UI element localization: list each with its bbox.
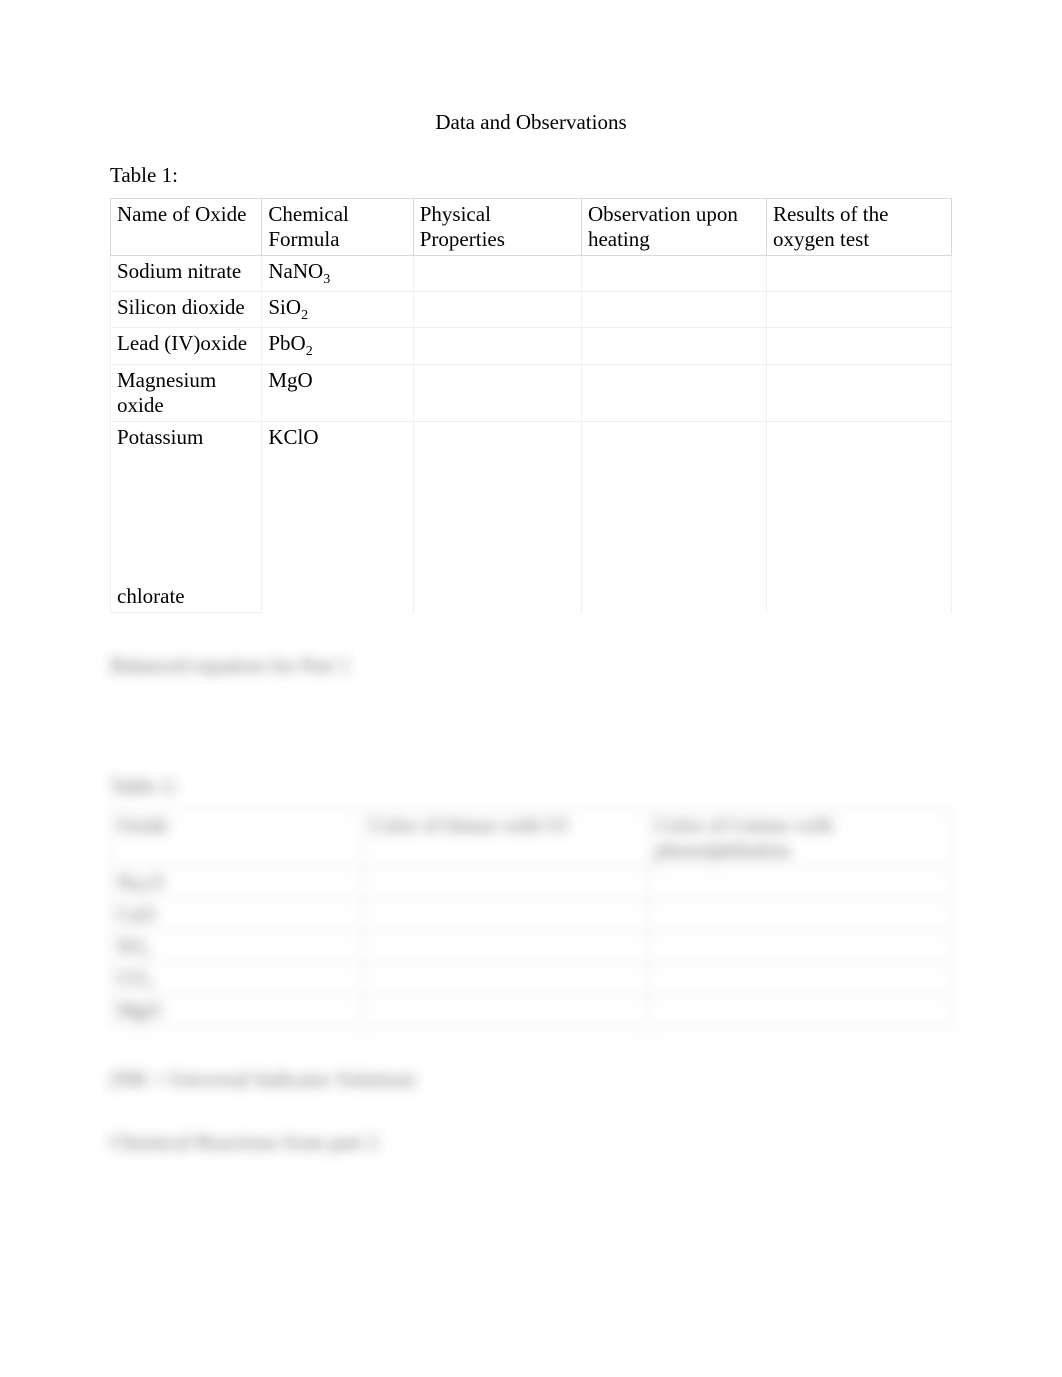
cell-res	[766, 256, 951, 292]
table2: Oxide Color of litmus with UI Color of L…	[110, 809, 952, 1027]
cell-formula: KClO	[262, 421, 413, 613]
cell-oxide: SO₂	[111, 931, 363, 963]
table-row: SO₂	[111, 931, 952, 963]
cell-oxide: Na₂O	[111, 867, 363, 899]
cell-formula: MgO	[262, 364, 413, 421]
table-row: MgO	[111, 995, 952, 1027]
table-row: CO₂	[111, 963, 952, 995]
cell-name: Sodium nitrate	[111, 256, 262, 292]
page-title: Data and Observations	[110, 110, 952, 135]
cell-ui	[363, 867, 649, 899]
cell-props	[413, 328, 581, 364]
cell-props	[413, 421, 581, 613]
cell-res	[766, 328, 951, 364]
cell-name: Silicon dioxide	[111, 292, 262, 328]
table2-header-ui: Color of litmus with UI	[363, 810, 649, 867]
table-row: Sodium nitrate NaNO3	[111, 256, 952, 292]
cell-phen	[649, 995, 952, 1027]
table-row: Potassium KClO	[111, 421, 952, 453]
table1: Name of Oxide Chemical Formula Physical …	[110, 198, 952, 613]
table2-header-oxide: Oxide	[111, 810, 363, 867]
cell-formula: NaNO3	[262, 256, 413, 292]
cell-name: Potassium	[111, 421, 262, 453]
formula-base: KClO	[268, 425, 318, 449]
chem-reactions-part2-label: Chemical Reactions from part 2	[110, 1130, 952, 1155]
table-row: CaO	[111, 899, 952, 931]
cell-name: Lead (IV)oxide	[111, 328, 262, 364]
table1-header-res: Results of the oxygen test	[766, 199, 951, 256]
table2-header-row: Oxide Color of litmus with UI Color of L…	[111, 810, 952, 867]
formula-sub: 2	[301, 308, 308, 323]
cell-formula: PbO2	[262, 328, 413, 364]
cell-oxide: CaO	[111, 899, 363, 931]
cell-ui	[363, 931, 649, 963]
formula-base: SiO	[268, 295, 301, 319]
table1-header-formula: Chemical Formula	[262, 199, 413, 256]
cell-formula: SiO2	[262, 292, 413, 328]
cell-res	[766, 292, 951, 328]
table1-header-props: Physical Properties	[413, 199, 581, 256]
table-row: Silicon dioxide SiO2	[111, 292, 952, 328]
cell-phen	[649, 931, 952, 963]
cell-props	[413, 256, 581, 292]
cell-props	[413, 292, 581, 328]
table-row: Lead (IV)oxide PbO2	[111, 328, 952, 364]
cell-obs	[581, 328, 766, 364]
formula-base: MgO	[268, 368, 312, 392]
cell-name: Magnesium oxide	[111, 364, 262, 421]
cell-oxide: MgO	[111, 995, 363, 1027]
table2-caption: Table 2:	[110, 774, 952, 799]
cell-phen	[649, 867, 952, 899]
cell-oxide: CO₂	[111, 963, 363, 995]
formula-base: NaNO	[268, 259, 323, 283]
table-row: Na₂O	[111, 867, 952, 899]
table1-caption: Table 1:	[110, 163, 952, 188]
cell-obs	[581, 292, 766, 328]
document-page: Data and Observations Table 1: Name of O…	[0, 0, 1062, 1377]
cell-obs	[581, 421, 766, 613]
cell-phen	[649, 899, 952, 931]
formula-sub: 2	[306, 345, 313, 360]
table1-header-obs: Observation upon heating	[581, 199, 766, 256]
cell-res	[766, 364, 951, 421]
cell-name-continuation: chlorate	[111, 453, 262, 613]
cell-obs	[581, 256, 766, 292]
blurred-region: Balanced equation for Part 1 Table 2: Ox…	[110, 653, 952, 1361]
table1-header-row: Name of Oxide Chemical Formula Physical …	[111, 199, 952, 256]
cell-ui	[363, 899, 649, 931]
cell-ui	[363, 963, 649, 995]
table-row: Magnesium oxide MgO	[111, 364, 952, 421]
nb-note: (NB = Universal Indicator Solution)	[110, 1067, 952, 1092]
table2-header-phen: Color of Litmus with phenolphthalein	[649, 810, 952, 867]
cell-ui	[363, 995, 649, 1027]
balanced-eq-part1-label: Balanced equation for Part 1	[110, 653, 952, 678]
formula-base: PbO	[268, 331, 305, 355]
formula-sub: 3	[323, 272, 330, 287]
table1-header-name: Name of Oxide	[111, 199, 262, 256]
cell-phen	[649, 963, 952, 995]
cell-props	[413, 364, 581, 421]
cell-obs	[581, 364, 766, 421]
cell-res	[766, 421, 951, 613]
